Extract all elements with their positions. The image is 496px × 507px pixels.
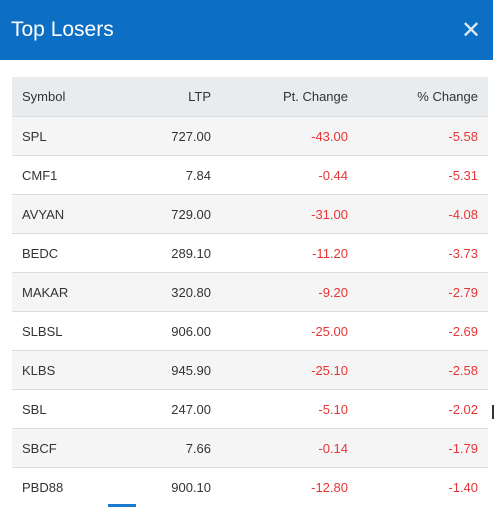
cell-ltp: 320.80 [129,272,221,312]
cell-ltp: 7.84 [129,155,221,195]
cell-pt-change: -12.80 [221,467,358,506]
scroll-indicator [108,504,136,507]
table-row[interactable]: SBL 247.00 -5.10 -2.02 [12,389,488,429]
cell-pt-change: -25.00 [221,311,358,351]
column-header-symbol[interactable]: Symbol [12,77,129,117]
cell-pt-change: -0.44 [221,155,358,195]
cell-pt-change: -9.20 [221,272,358,312]
cell-pt-change: -31.00 [221,194,358,234]
table-row[interactable]: MAKAR 320.80 -9.20 -2.79 [12,272,488,312]
table-row[interactable]: SLBSL 906.00 -25.00 -2.69 [12,311,488,351]
table-row[interactable]: SPL 727.00 -43.00 -5.58 [12,116,488,156]
cell-symbol: BEDC [12,233,129,273]
cell-ltp: 945.90 [129,350,221,390]
cell-pct-change: -5.31 [358,155,488,195]
cell-pt-change: -25.10 [221,350,358,390]
cell-ltp: 729.00 [129,194,221,234]
scrollbar-mark [492,405,494,419]
cell-pt-change: -43.00 [221,116,358,156]
cell-pct-change: -2.79 [358,272,488,312]
table-row[interactable]: BEDC 289.10 -11.20 -3.73 [12,233,488,273]
cell-ltp: 289.10 [129,233,221,273]
modal-header: Top Losers ✕ [0,0,493,60]
cell-ltp: 727.00 [129,116,221,156]
modal-title: Top Losers [11,18,114,41]
column-header-pct-change[interactable]: % Change [358,77,488,117]
cell-pt-change: -11.20 [221,233,358,273]
cell-ltp: 900.10 [129,467,221,506]
cell-pct-change: -5.58 [358,116,488,156]
cell-symbol: SBCF [12,428,129,468]
close-icon[interactable]: ✕ [460,17,482,44]
cell-symbol: MAKAR [12,272,129,312]
cell-ltp: 247.00 [129,389,221,429]
table-row[interactable]: PBD88 900.10 -12.80 -1.40 [12,467,488,506]
cell-symbol: SLBSL [12,311,129,351]
cell-symbol: PBD88 [12,467,129,506]
cell-symbol: CMF1 [12,155,129,195]
top-losers-table: Symbol LTP Pt. Change % Change SPL 727.0… [12,77,488,506]
cell-pct-change: -2.69 [358,311,488,351]
cell-symbol: KLBS [12,350,129,390]
cell-symbol: AVYAN [12,194,129,234]
cell-pt-change: -0.14 [221,428,358,468]
cell-pct-change: -1.40 [358,467,488,506]
table-row[interactable]: CMF1 7.84 -0.44 -5.31 [12,155,488,195]
cell-symbol: SPL [12,116,129,156]
modal-edge [493,0,496,507]
column-header-ltp[interactable]: LTP [129,77,221,117]
cell-ltp: 906.00 [129,311,221,351]
cell-pct-change: -1.79 [358,428,488,468]
cell-symbol: SBL [12,389,129,429]
cell-pct-change: -4.08 [358,194,488,234]
table-header-row: Symbol LTP Pt. Change % Change [12,77,488,117]
cell-pt-change: -5.10 [221,389,358,429]
table-row[interactable]: SBCF 7.66 -0.14 -1.79 [12,428,488,468]
table-row[interactable]: KLBS 945.90 -25.10 -2.58 [12,350,488,390]
cell-pct-change: -3.73 [358,233,488,273]
cell-pct-change: -2.02 [358,389,488,429]
cell-ltp: 7.66 [129,428,221,468]
cell-pct-change: -2.58 [358,350,488,390]
column-header-pt-change[interactable]: Pt. Change [221,77,358,117]
table-row[interactable]: AVYAN 729.00 -31.00 -4.08 [12,194,488,234]
